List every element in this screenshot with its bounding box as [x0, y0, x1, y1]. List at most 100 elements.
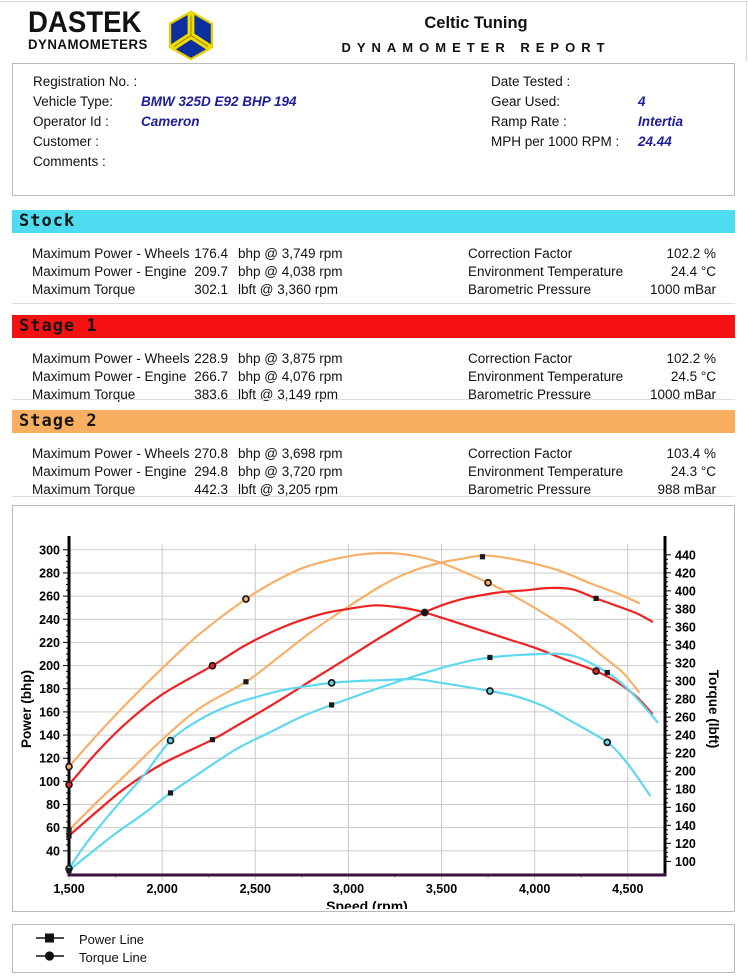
dyno-chart-svg: 40 60 80 100 120 140 160 180 200 220 240 260 280 300 1…: [19, 536, 721, 914]
legend-label: Power Line: [79, 931, 145, 947]
dastek-logo-subtext: DYNAMOMETERS: [28, 37, 148, 52]
svg-text:380: 380: [675, 602, 696, 616]
svg-text:420: 420: [675, 566, 696, 580]
env-label: Barometric Pressure: [468, 387, 592, 402]
stat-label: Maximum Power - Wheels: [32, 351, 190, 366]
stat-unit: bhp @ 3,698 rpm: [238, 446, 343, 461]
stat-label: Maximum Torque: [32, 387, 136, 402]
svg-text:4,000: 4,000: [519, 882, 550, 896]
page-right-border: [746, 1, 747, 61]
info-label: Gear Used:: [491, 94, 561, 109]
stat-value: 294.8: [194, 464, 228, 479]
stat-label: Maximum Power - Wheels: [32, 246, 190, 261]
svg-text:100: 100: [675, 855, 696, 869]
env-label: Environment Temperature: [468, 264, 624, 279]
svg-text:260: 260: [39, 590, 60, 604]
stat-value: 270.8: [194, 446, 228, 461]
stat-unit: bhp @ 4,038 rpm: [238, 264, 343, 279]
report-header: Celtic Tuning DYNAMOMETER REPORT: [216, 14, 736, 55]
svg-text:300: 300: [39, 543, 60, 557]
dyno-chart: 40 60 80 100 120 140 160 180 200 220 240 260 280 300 1…: [12, 505, 735, 914]
env-label: Barometric Pressure: [468, 482, 592, 497]
svg-text:1,500: 1,500: [53, 882, 84, 896]
env-label: Barometric Pressure: [468, 282, 592, 297]
stat-value: 442.3: [194, 482, 228, 497]
section-stock-header: Stock: [12, 210, 735, 233]
stat-value: 302.1: [194, 282, 228, 297]
stat-label: Maximum Power - Wheels: [32, 446, 190, 461]
ramp-rate-value: Intertia: [638, 114, 684, 129]
info-label: Comments :: [33, 154, 106, 169]
info-label: Customer :: [33, 134, 100, 149]
operator-id-value: Cameron: [141, 114, 200, 129]
stat-value: 176.4: [194, 246, 228, 261]
torque-line-marker-icon: [35, 950, 65, 965]
env-value: 24.4 °C: [670, 264, 716, 279]
svg-text:2,500: 2,500: [240, 882, 271, 896]
section-stage2: Stage 2 Maximum Power - Wheels 270.8 bhp…: [12, 410, 735, 504]
info-label: Vehicle Type:: [33, 94, 114, 109]
page-top-border: [0, 1, 748, 2]
env-value: 102.2 %: [666, 246, 716, 261]
stat-label: Maximum Torque: [32, 282, 136, 297]
stat-label: Maximum Power - Engine: [32, 369, 187, 384]
dastek-logo: DASTEK DYNAMOMETERS: [28, 6, 151, 53]
svg-text:4,500: 4,500: [612, 882, 643, 896]
power-line-marker-icon: [35, 932, 65, 947]
stat-unit: bhp @ 3,720 rpm: [238, 464, 343, 479]
section-stock: Stock Maximum Power - Wheels 176.4 bhp @…: [12, 210, 735, 304]
env-label: Correction Factor: [468, 446, 573, 461]
svg-text:260: 260: [675, 711, 696, 725]
section-divider: [12, 303, 735, 304]
info-label: Date Tested :: [491, 74, 571, 89]
gear-used-value: 4: [638, 94, 646, 109]
svg-text:140: 140: [39, 729, 60, 743]
stat-unit: bhp @ 3,749 rpm: [238, 246, 343, 261]
svg-text:2,000: 2,000: [146, 882, 177, 896]
stat-unit: lbft @ 3,205 rpm: [238, 482, 338, 497]
info-label: Registration No. :: [33, 74, 138, 89]
vehicle-type-value: BMW 325D E92 BHP 194: [141, 94, 297, 109]
legend-item-power: Power Line: [35, 931, 144, 947]
section-divider: [12, 399, 735, 400]
svg-text:400: 400: [675, 584, 696, 598]
stat-value: 383.6: [194, 387, 228, 402]
env-value: 102.2 %: [666, 351, 716, 366]
svg-text:220: 220: [39, 636, 60, 650]
env-label: Correction Factor: [468, 351, 573, 366]
stat-value: 266.7: [194, 369, 228, 384]
env-value: 988 mBar: [657, 482, 716, 497]
svg-text:180: 180: [675, 783, 696, 797]
env-label: Correction Factor: [468, 246, 573, 261]
dastek-logo-text: DASTEK: [28, 6, 142, 39]
svg-text:180: 180: [39, 682, 60, 696]
section-divider: [12, 496, 735, 497]
svg-text:60: 60: [46, 821, 60, 835]
env-label: Environment Temperature: [468, 464, 624, 479]
svg-text:340: 340: [675, 638, 696, 652]
env-label: Environment Temperature: [468, 369, 624, 384]
stat-value: 228.9: [194, 351, 228, 366]
env-value: 103.4 %: [666, 446, 716, 461]
section-stage1-header: Stage 1: [12, 315, 735, 338]
section-stage1: Stage 1 Maximum Power - Wheels 228.9 bhp…: [12, 315, 735, 409]
stat-value: 209.7: [194, 264, 228, 279]
env-value: 1000 mBar: [649, 282, 716, 297]
svg-text:160: 160: [675, 801, 696, 815]
info-label: Ramp Rate :: [491, 114, 567, 129]
svg-text:220: 220: [675, 747, 696, 761]
svg-text:3,000: 3,000: [333, 882, 364, 896]
svg-text:3,500: 3,500: [426, 882, 457, 896]
info-label: MPH per 1000 RPM :: [491, 134, 620, 149]
dastek-cube-icon: [168, 10, 214, 65]
mph-per-1000rpm-value: 24.44: [638, 134, 672, 149]
svg-text:300: 300: [675, 675, 696, 689]
section-stage2-header: Stage 2: [12, 410, 735, 433]
report-subtitle: DYNAMOMETER REPORT: [341, 40, 611, 55]
svg-text:140: 140: [675, 819, 696, 833]
svg-text:240: 240: [675, 729, 696, 743]
stat-label: Maximum Power - Engine: [32, 264, 187, 279]
info-label: Operator Id :: [33, 114, 109, 129]
svg-text:240: 240: [39, 613, 60, 627]
